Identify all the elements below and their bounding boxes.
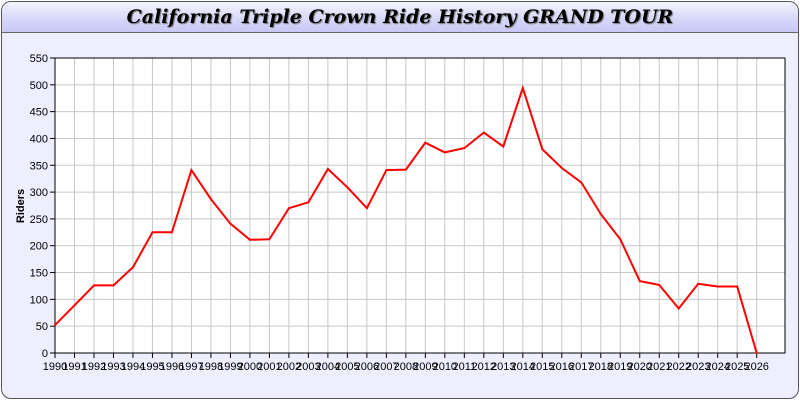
data-point	[580, 181, 583, 184]
x-tick-label: 2023	[686, 361, 710, 373]
data-point	[365, 207, 368, 210]
data-point	[697, 282, 700, 285]
x-tick-label: 2015	[530, 361, 554, 373]
data-point	[541, 148, 544, 151]
x-tick-label: 1993	[101, 361, 125, 373]
x-tick-label: 1990	[43, 361, 67, 373]
data-point	[73, 304, 76, 307]
y-tick-label: 50	[36, 321, 48, 333]
data-point	[287, 207, 290, 210]
data-point	[736, 285, 739, 288]
x-tick-label: 2002	[277, 361, 301, 373]
data-point	[229, 222, 232, 225]
data-point	[385, 169, 388, 172]
data-point	[92, 284, 95, 287]
plot-border	[54, 57, 786, 354]
data-point	[346, 186, 349, 189]
y-tick-label: 150	[30, 268, 48, 280]
chart-title: California Triple Crown Ride History GRA…	[126, 6, 674, 28]
data-point	[638, 280, 641, 283]
data-point	[502, 145, 505, 148]
x-tick-label: 1995	[140, 361, 164, 373]
data-point	[619, 238, 622, 241]
data-point	[658, 283, 661, 286]
data-point	[443, 151, 446, 154]
data-point	[755, 352, 758, 354]
data-point	[131, 266, 134, 269]
x-tick-label: 2016	[550, 361, 574, 373]
data-point	[268, 238, 271, 241]
data-points	[54, 87, 758, 354]
x-tick-label: 2011	[452, 361, 476, 373]
x-tick-label: 2003	[296, 361, 320, 373]
data-point	[463, 147, 466, 150]
data-point	[424, 141, 427, 144]
y-tick-label: 550	[30, 53, 48, 65]
x-tick-label: 2014	[511, 361, 535, 373]
data-point	[677, 307, 680, 310]
data-point	[521, 87, 524, 90]
data-point	[716, 285, 719, 288]
data-point	[560, 166, 563, 169]
y-tick-label: 500	[30, 80, 48, 92]
x-tick-label: 2022	[666, 361, 690, 373]
y-axis-label: Riders	[15, 189, 27, 223]
data-point	[151, 231, 154, 234]
grid	[55, 58, 785, 353]
x-tick-label: 1998	[199, 361, 223, 373]
x-tick-label: 2000	[238, 361, 262, 373]
x-tick-label: 2009	[413, 361, 437, 373]
y-tick-label: 450	[30, 107, 48, 119]
x-tick-label: 2019	[608, 361, 632, 373]
x-tick-label: 2001	[257, 361, 281, 373]
x-tick-label: 2008	[394, 361, 418, 373]
x-tick-label: 2020	[628, 361, 652, 373]
y-tick-label: 0	[42, 348, 48, 360]
x-tick-label: 2021	[647, 361, 671, 373]
data-point	[112, 284, 115, 287]
y-tick-label: 350	[30, 160, 48, 172]
x-tick-label: 2018	[589, 361, 613, 373]
x-tick-label: 2025	[725, 361, 749, 373]
data-point	[190, 169, 193, 172]
y-tick-label: 200	[30, 241, 48, 253]
x-tick-label: 1997	[179, 361, 203, 373]
x-tick-label: 1994	[121, 361, 145, 373]
x-tick-label: 1996	[160, 361, 184, 373]
data-point	[54, 324, 56, 327]
data-point	[482, 131, 485, 134]
y-tick-label: 400	[30, 133, 48, 145]
x-tick-label: 1991	[62, 361, 86, 373]
x-tick-label: 2005	[335, 361, 359, 373]
y-tick-label: 250	[30, 214, 48, 226]
x-tick-label: 2024	[705, 361, 729, 373]
y-tick-label: 300	[30, 187, 48, 199]
data-point	[307, 201, 310, 204]
data-point	[326, 168, 329, 171]
y-tick-label: 100	[30, 294, 48, 306]
x-tick-label: 2026	[744, 361, 768, 373]
x-tick-label: 2004	[316, 361, 340, 373]
data-point	[599, 213, 602, 216]
x-tick-label: 2013	[491, 361, 515, 373]
x-tick-label: 2007	[374, 361, 398, 373]
plot-background	[55, 58, 785, 353]
x-tick-label: 2012	[472, 361, 496, 373]
title-bar: California Triple Crown Ride History GRA…	[2, 2, 798, 33]
x-tick-label: 1999	[218, 361, 242, 373]
data-point	[248, 238, 251, 241]
data-point	[170, 231, 173, 234]
x-tick-label: 2010	[433, 361, 457, 373]
x-tick-label: 2017	[569, 361, 593, 373]
data-point	[404, 168, 407, 171]
data-point	[209, 198, 212, 201]
x-tick-label: 2006	[355, 361, 379, 373]
x-tick-label: 1992	[82, 361, 106, 373]
